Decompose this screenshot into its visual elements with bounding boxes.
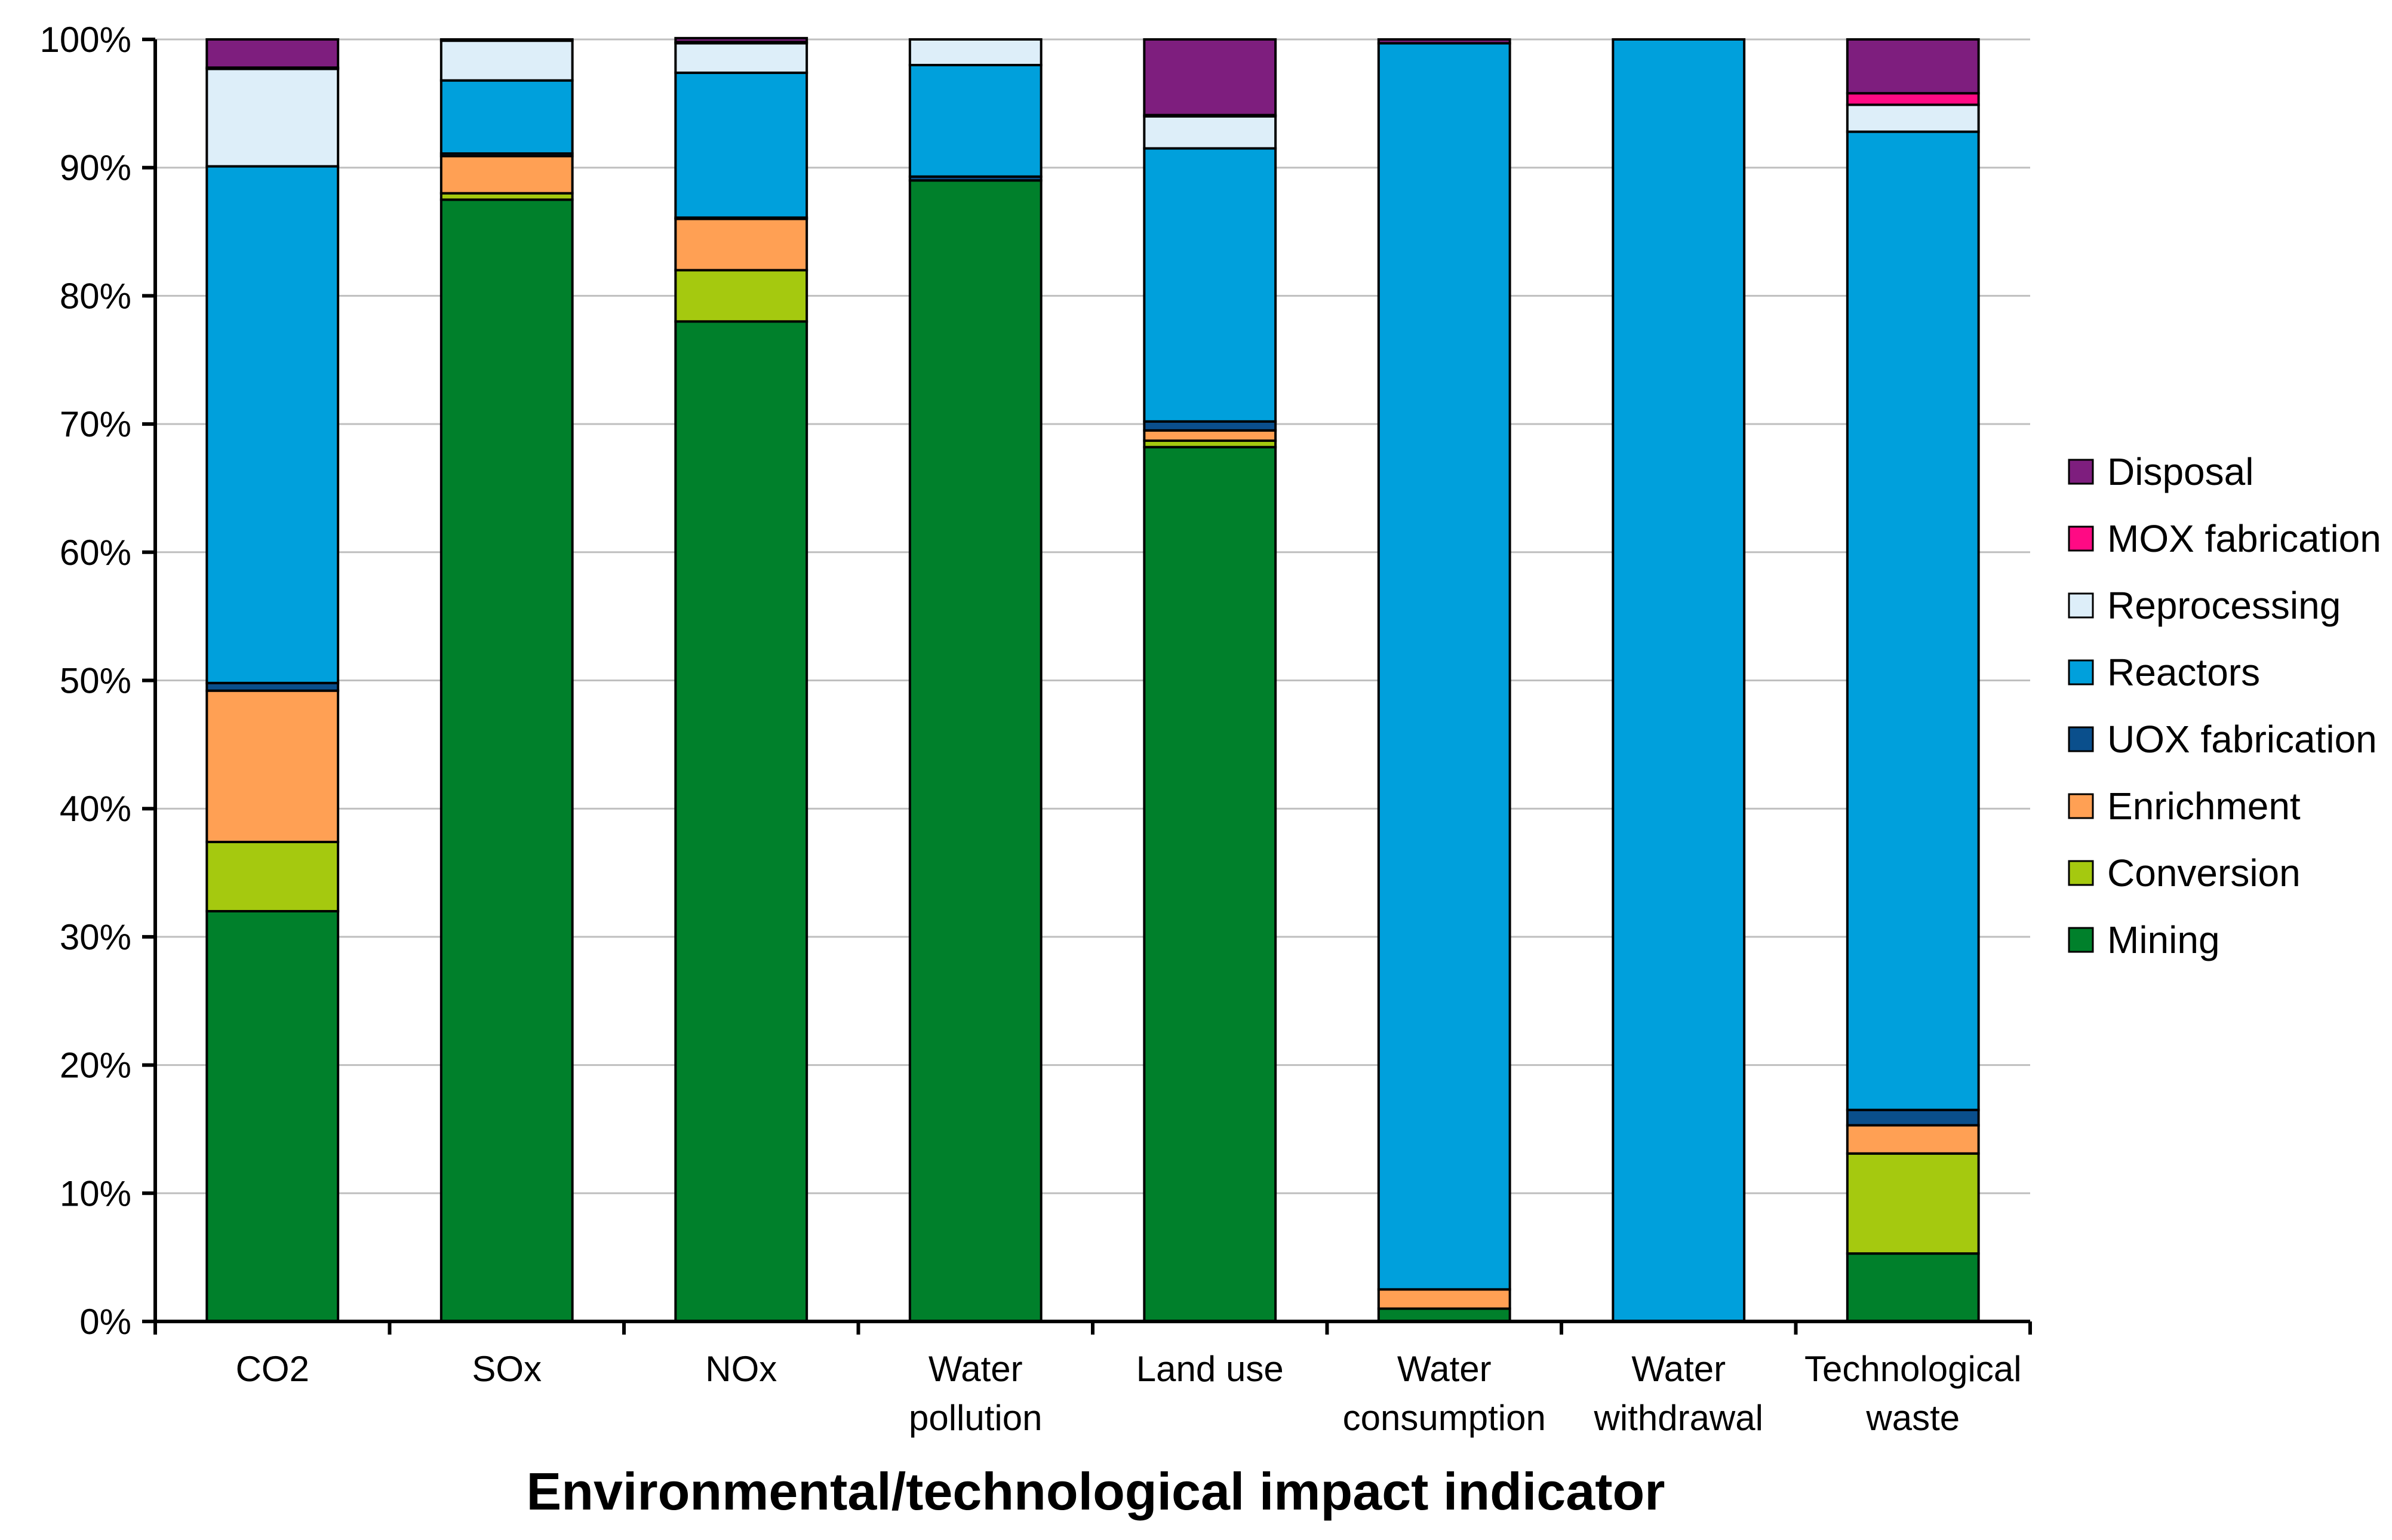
y-tick-label: 70% [60,404,131,444]
bar-segment-reactors [674,71,808,219]
bar-segment-mining [908,179,1043,1323]
legend-swatch-conversion [2068,860,2094,886]
x-tick-label: Technological waste [1804,1349,2022,1438]
axes [142,38,2032,1335]
legend-label-uox-fabrication: UOX fabrication [2107,718,2377,761]
legend-label-reactors: Reactors [2107,651,2260,694]
bar-segment-disposal [439,38,574,42]
legend-label-disposal: Disposal [2107,450,2253,493]
legend-label-conversion: Conversion [2107,852,2301,895]
x-tick-label: Land use [1136,1349,1284,1389]
y-tick-label: 30% [60,917,131,957]
legend-swatch-uox-fabrication [2068,726,2094,752]
bar-segment-enrichment [205,689,340,844]
bar-segment-enrichment [439,155,574,195]
y-tick-label: 40% [60,789,131,829]
bar-segment-conversion [205,841,340,912]
x-tick-label: Water consumption [1343,1349,1546,1438]
bar-segment-disposal [1143,38,1277,116]
y-tick-label: 50% [60,661,131,701]
y-tick-label: 0% [79,1302,131,1342]
legend-label-enrichment: Enrichment [2107,785,2301,828]
bar-segment-mining [205,909,340,1323]
x-tick-label: Water pollution [909,1349,1043,1438]
bar-segment-mox-fabrication [1846,92,1980,106]
legend-swatch-enrichment [2068,793,2094,819]
tick-labels: 0% 10% 20% 30% 40% 50% 60% 70% 80% 90% 100% CO2 SOx N… [40,20,2022,1438]
x-tick-label: SOx [472,1349,542,1389]
legend-label-mox-fabrication: MOX fabrication [2107,517,2381,560]
gridlines [155,38,2030,1194]
bar-segment-reactors [908,63,1043,178]
bar-segment-disposal [205,38,340,69]
bar-segment-conversion [674,269,808,323]
legend: Disposal MOX fabrication Reprocessing React… [2068,450,2381,961]
y-tick-label: 90% [60,148,131,188]
x-tick-label: Water withdrawal [1594,1349,1763,1438]
x-axis-title: Environmental/technological impact indic… [527,1462,1665,1521]
bar-segment-reprocessing [1846,103,1980,133]
legend-label-reprocessing: Reprocessing [2107,584,2341,627]
y-tick-label: 80% [60,276,131,316]
bar-segment-uox-fabrication [1846,1108,1980,1127]
bar-segment-enrichment [674,217,808,272]
bar-segment-reprocessing [1143,115,1277,150]
legend-swatch-reactors [2068,659,2094,686]
x-tick-label: NOx [705,1349,777,1389]
bar-segment-uox-fabrication [1143,420,1277,432]
bar-segment-reprocessing [674,42,808,74]
y-tick-label: 100% [40,20,131,60]
bar-segment-enrichment [1143,429,1277,442]
bar-segment-mining [1377,1307,1511,1323]
bar-segment-mining [1143,445,1277,1323]
bar-segment-reprocessing [439,39,574,82]
y-tick-label: 20% [60,1046,131,1086]
y-tick-label: 60% [60,533,131,573]
legend-swatch-disposal [2068,459,2094,485]
legend-swatch-mining [2068,927,2094,953]
bar-segment-reprocessing [205,67,340,168]
bar-segment-conversion [1846,1152,1980,1255]
legend-label-mining: Mining [2107,918,2220,961]
bar-segment-mining [439,198,574,1323]
bar-segment-enrichment [1846,1124,1980,1155]
bar-segment-reactors [1612,38,1746,1323]
bar-segment-enrichment [1377,1288,1511,1310]
bar-segment-reactors [439,79,574,155]
bar-segment-mining [674,320,808,1323]
y-tick-label: 10% [60,1173,131,1213]
bar-segment-reactors [1143,147,1277,423]
bar-segment-disposal [1377,38,1511,45]
bar-segment-disposal [674,36,808,44]
bar-segment-reactors [1377,42,1511,1291]
bar-segment-reprocessing [908,38,1043,66]
legend-swatch-reprocessing [2068,592,2094,619]
bar-segment-mining [1846,1252,1980,1323]
bar-segment-reactors [1846,130,1980,1111]
bar-segment-disposal [1846,38,1980,95]
legend-swatch-mox-fabrication [2068,525,2094,552]
x-tick-label: CO2 [236,1349,309,1389]
bar-segment-reactors [205,165,340,684]
